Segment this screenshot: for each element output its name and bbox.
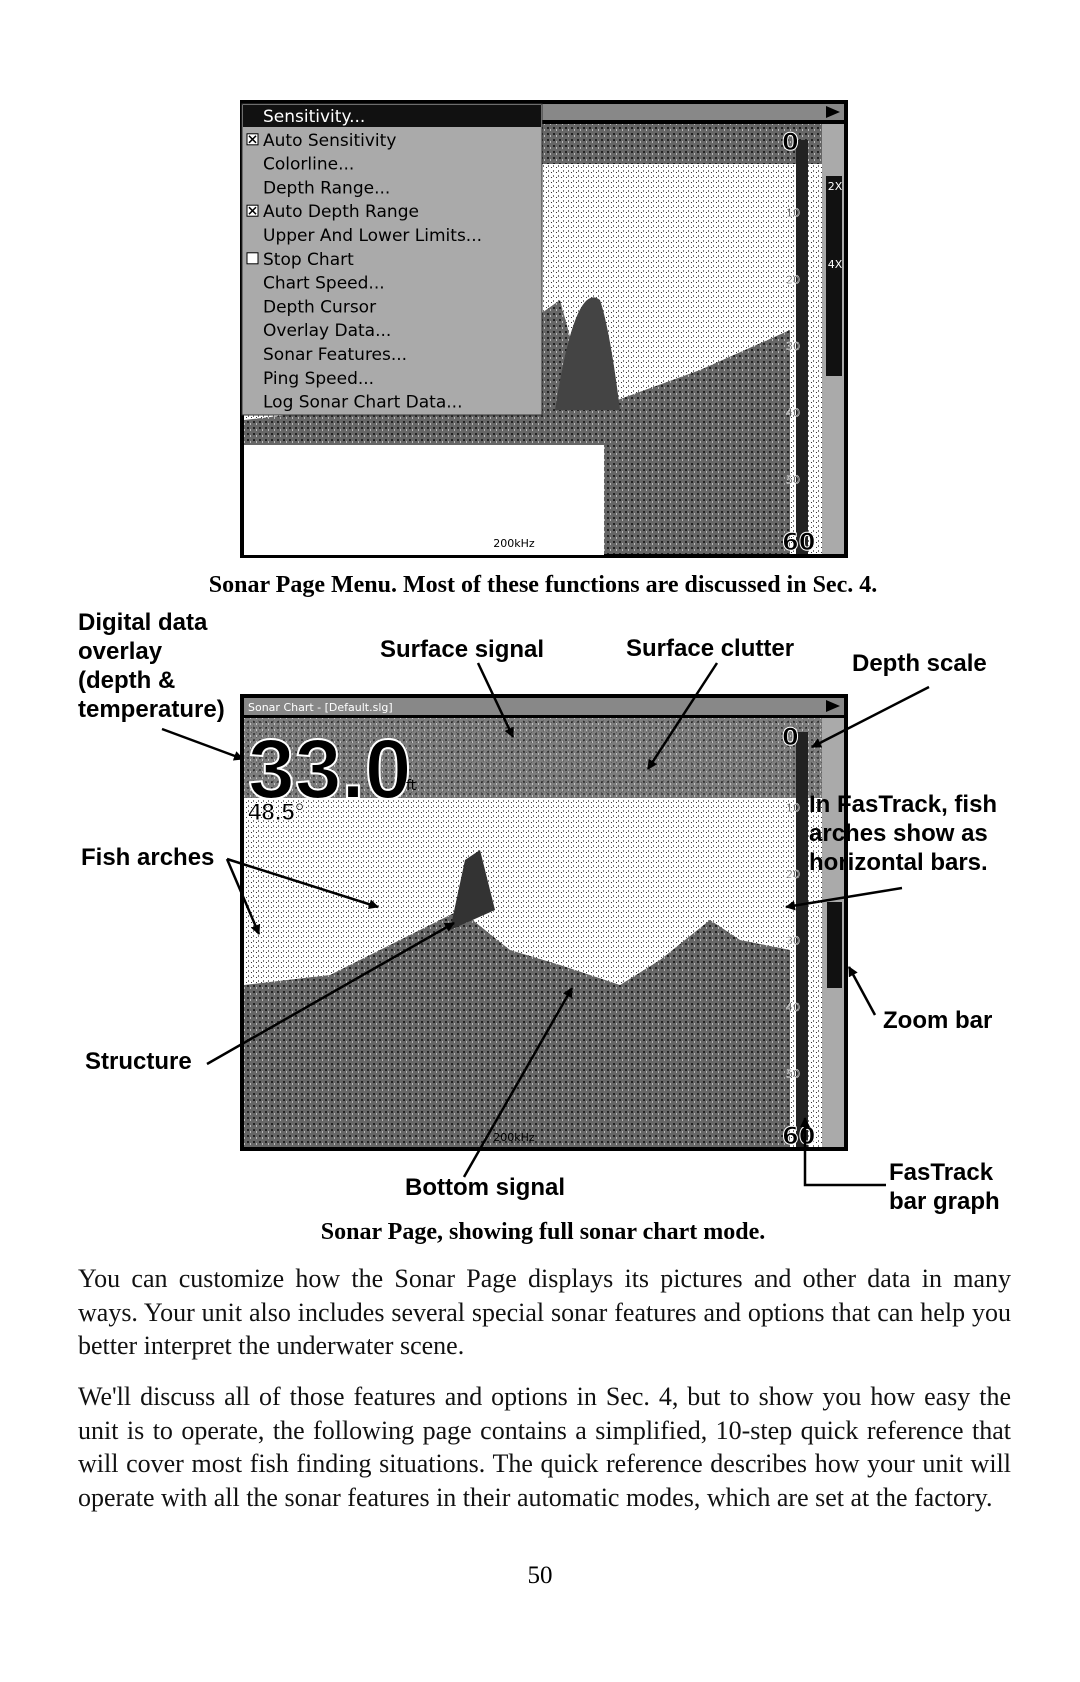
menu-item: Sonar Features... <box>263 345 407 365</box>
menu-item: Colorline... <box>263 155 354 175</box>
menu-item: Overlay Data... <box>263 321 391 341</box>
depth-scale-label: 50 <box>786 1068 800 1081</box>
depth-scale-label: 0 <box>782 723 799 751</box>
temperature: 48.5° <box>248 799 304 826</box>
depth-scale-label: 20 <box>786 868 800 881</box>
annotation: (depth & <box>78 667 175 694</box>
frequency: 200kHz <box>493 537 535 550</box>
title-bar: Sonar Chart - [Default.slg] <box>248 701 393 714</box>
annotation: bar graph <box>889 1188 1000 1215</box>
depth-unit: ft <box>406 778 417 794</box>
menu-item: Ping Speed... <box>263 369 374 389</box>
annotation: Surface signal <box>380 636 544 663</box>
depth-scale-label: 30 <box>786 340 800 353</box>
depth-scale-label: 30 <box>786 935 800 948</box>
depth-scale-label: 40 <box>786 1001 800 1014</box>
zoom-label: 4X <box>828 258 843 271</box>
annotation: Bottom signal <box>405 1174 565 1201</box>
menu-item: Auto Sensitivity <box>263 131 396 151</box>
annotation: FasTrack <box>889 1159 994 1186</box>
annotation: Structure <box>85 1048 192 1075</box>
annotation: Zoom bar <box>883 1007 992 1034</box>
annotation: overlay <box>78 638 163 665</box>
annotation: horizontal bars. <box>809 849 988 876</box>
depth-scale-label: 0 <box>782 128 799 156</box>
menu-item: Chart Speed... <box>263 274 385 294</box>
annotation: Fish arches <box>81 844 214 871</box>
depth-scale-label: 40 <box>786 407 800 420</box>
depth-scale-label: 50 <box>786 473 800 486</box>
annotation: temperature) <box>78 696 225 723</box>
depth-scale-label: 60 <box>782 528 815 556</box>
depth-scale-label: 60 <box>782 1122 815 1150</box>
menu-item: Stop Chart <box>263 250 354 270</box>
checkbox <box>246 252 259 265</box>
frequency: 200kHz <box>493 1131 535 1144</box>
paragraph: We'll discuss all of those features and … <box>78 1382 1011 1512</box>
figure-1: Sensitivity... Auto Sensitivity Colorline.… <box>240 100 848 558</box>
depth-scale-label: 10 <box>786 802 800 815</box>
menu-item: Upper And Lower Limits... <box>263 226 482 246</box>
annotation: arches show as <box>809 820 988 847</box>
figure-2: Sonar Chart - [Default.slg] 33.0 ft 48.5… <box>240 694 848 1151</box>
menu-item: Log Sonar Chart Data... <box>263 393 462 413</box>
menu-item: Auto Depth Range <box>263 202 419 222</box>
depth-scale-label: 10 <box>786 207 800 220</box>
caption: Sonar Page Menu. Most of these functions… <box>209 572 877 598</box>
depth-readout: 33.0 <box>248 722 412 816</box>
annotation: Digital data <box>78 609 208 636</box>
caption: Sonar Page, showing full sonar chart mod… <box>321 1219 765 1245</box>
depth-scale-label: 20 <box>786 273 800 286</box>
check-mark <box>248 135 257 144</box>
menu-item: Depth Cursor <box>263 297 376 317</box>
annotation: In FasTrack, fish <box>809 791 997 818</box>
page-number: 50 <box>527 1562 553 1589</box>
annotation: Surface clutter <box>626 635 794 662</box>
check-mark <box>248 206 257 215</box>
annotation: Depth scale <box>852 650 987 677</box>
zoom-label: 2X <box>828 180 843 193</box>
paragraph: You can customize how the Sonar Page dis… <box>78 1264 1011 1361</box>
menu-item: Sensitivity... <box>263 107 365 127</box>
menu-item: Depth Range... <box>263 178 390 198</box>
arrows <box>161 662 930 1187</box>
